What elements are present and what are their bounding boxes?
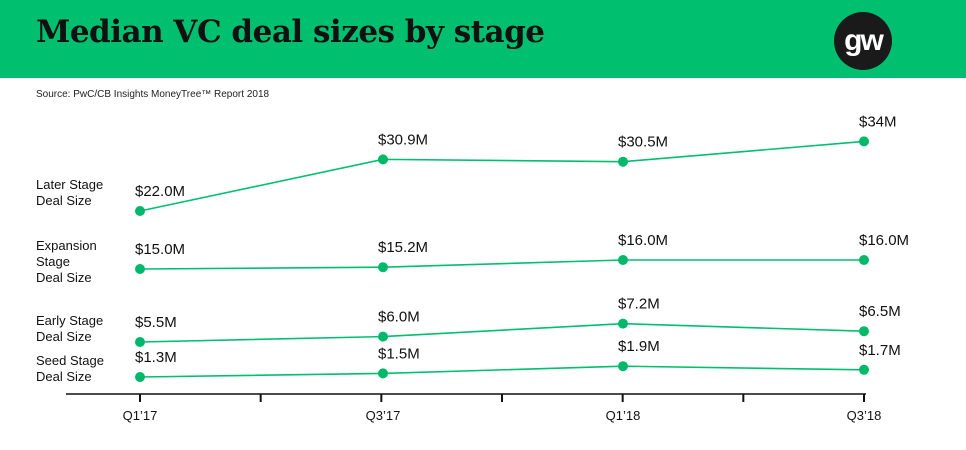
series-line <box>139 140 865 212</box>
x-tick-label: Q3’17 <box>366 408 401 423</box>
series-label-line: Stage <box>36 254 70 269</box>
data-point <box>378 368 388 379</box>
data-point <box>859 326 869 337</box>
data-label: $5.5M <box>135 314 177 331</box>
series-line <box>139 322 865 343</box>
data-label: $1.9M <box>618 338 660 355</box>
series-label-line: Seed Stage <box>36 353 104 368</box>
series-label: Expansion Stage Deal Size <box>36 238 97 286</box>
series-label-line: Later Stage <box>36 177 104 192</box>
series-label: Seed Stage Deal Size <box>36 353 104 385</box>
gw-logo: gw <box>834 12 892 70</box>
data-label: $30.5M <box>618 134 668 151</box>
data-point <box>859 364 869 375</box>
data-point <box>618 318 628 329</box>
source-note: Source: PwC/CB Insights MoneyTree™ Repor… <box>36 89 270 100</box>
chart-title: Median VC deal sizes by stage <box>36 14 545 50</box>
data-label: $1.7M <box>859 342 901 359</box>
data-point <box>618 255 628 265</box>
series-line <box>139 259 864 270</box>
data-point <box>618 361 628 372</box>
x-tick-label: Q1’18 <box>606 408 641 423</box>
data-label: $22.0M <box>135 183 185 200</box>
series-label: Later Stage Deal Size <box>36 177 103 209</box>
series-label-line: Expansion <box>36 238 97 253</box>
data-point <box>378 154 388 165</box>
series-line <box>139 365 865 378</box>
series-label-line: Deal Size <box>36 193 92 208</box>
data-label: $6.0M <box>378 309 420 326</box>
data-point <box>135 264 145 274</box>
data-point <box>135 206 145 216</box>
data-label: $7.2M <box>618 296 660 313</box>
data-label: $1.5M <box>378 345 420 362</box>
data-label: $16.0M <box>618 232 668 249</box>
data-label: $6.5M <box>859 303 901 320</box>
data-point <box>859 255 869 265</box>
data-label: $1.3M <box>135 349 177 366</box>
data-point <box>135 337 145 347</box>
data-point <box>859 136 869 147</box>
series-label-line: Deal Size <box>36 369 92 384</box>
series-label: Early Stage Deal Size <box>36 313 103 345</box>
data-point <box>618 156 628 167</box>
data-label: $15.0M <box>135 241 185 258</box>
data-point <box>378 331 388 342</box>
x-tick-label: Q1’17 <box>123 408 158 423</box>
series-label-line: Deal Size <box>36 270 92 285</box>
data-label: $16.0M <box>859 232 909 249</box>
data-label: $15.2M <box>378 239 428 256</box>
x-tick-label: Q3’18 <box>847 408 882 423</box>
data-label: $34M <box>859 113 897 130</box>
data-point <box>378 262 388 273</box>
series-label-line: Early Stage <box>36 313 104 328</box>
data-label: $30.9M <box>378 131 428 148</box>
data-point <box>135 372 145 382</box>
header-banner <box>0 0 966 78</box>
series-label-line: Deal Size <box>36 329 92 344</box>
